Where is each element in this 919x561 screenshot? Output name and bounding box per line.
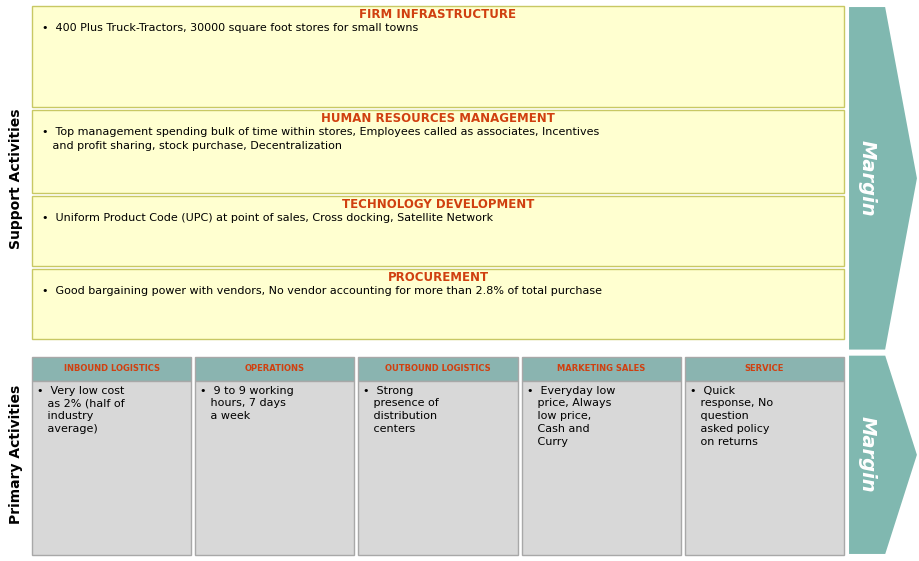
FancyBboxPatch shape: [32, 357, 191, 380]
Text: TECHNOLOGY DEVELOPMENT: TECHNOLOGY DEVELOPMENT: [342, 199, 534, 211]
Text: •  Very low cost
   as 2% (half of
   industry
   average): • Very low cost as 2% (half of industry …: [37, 385, 124, 434]
FancyBboxPatch shape: [521, 380, 680, 555]
Polygon shape: [847, 6, 917, 351]
Text: Margin: Margin: [857, 416, 876, 493]
FancyBboxPatch shape: [358, 357, 517, 380]
Text: OPERATIONS: OPERATIONS: [244, 364, 304, 373]
Text: •  9 to 9 working
   hours, 7 days
   a week: • 9 to 9 working hours, 7 days a week: [200, 385, 294, 421]
Text: Margin: Margin: [857, 140, 876, 217]
FancyBboxPatch shape: [684, 357, 843, 380]
FancyBboxPatch shape: [32, 380, 191, 555]
Text: •  Quick
   response, No
   question
   asked policy
   on returns: • Quick response, No question asked poli…: [689, 385, 772, 447]
FancyBboxPatch shape: [195, 380, 354, 555]
Text: •  Everyday low
   price, Always
   low price,
   Cash and
   Curry: • Everyday low price, Always low price, …: [526, 385, 614, 447]
Text: INBOUND LOGISTICS: INBOUND LOGISTICS: [63, 364, 159, 373]
Text: •  400 Plus Truck-Tractors, 30000 square foot stores for small towns: • 400 Plus Truck-Tractors, 30000 square …: [42, 23, 418, 33]
Text: •  Good bargaining power with vendors, No vendor accounting for more than 2.8% o: • Good bargaining power with vendors, No…: [42, 286, 601, 296]
Text: •  Top management spending bulk of time within stores, Employees called as assoc: • Top management spending bulk of time w…: [42, 127, 598, 150]
Text: HUMAN RESOURCES MANAGEMENT: HUMAN RESOURCES MANAGEMENT: [321, 112, 554, 125]
Text: PROCUREMENT: PROCUREMENT: [387, 271, 488, 284]
FancyBboxPatch shape: [195, 357, 354, 380]
Text: OUTBOUND LOGISTICS: OUTBOUND LOGISTICS: [385, 364, 490, 373]
Text: Primary Activities: Primary Activities: [9, 385, 23, 525]
FancyBboxPatch shape: [32, 6, 843, 107]
Polygon shape: [847, 355, 917, 555]
FancyBboxPatch shape: [32, 111, 843, 194]
FancyBboxPatch shape: [358, 380, 517, 555]
FancyBboxPatch shape: [32, 269, 843, 339]
Text: •  Uniform Product Code (UPC) at point of sales, Cross docking, Satellite Networ: • Uniform Product Code (UPC) at point of…: [42, 214, 493, 223]
Text: SERVICE: SERVICE: [743, 364, 783, 373]
Text: •  Strong
   presence of
   distribution
   centers: • Strong presence of distribution center…: [363, 385, 438, 434]
Text: FIRM INFRASTRUCTURE: FIRM INFRASTRUCTURE: [359, 8, 516, 21]
FancyBboxPatch shape: [684, 380, 843, 555]
FancyBboxPatch shape: [32, 196, 843, 266]
Text: MARKETING SALES: MARKETING SALES: [557, 364, 644, 373]
FancyBboxPatch shape: [521, 357, 680, 380]
Text: Support Activities: Support Activities: [9, 108, 23, 249]
